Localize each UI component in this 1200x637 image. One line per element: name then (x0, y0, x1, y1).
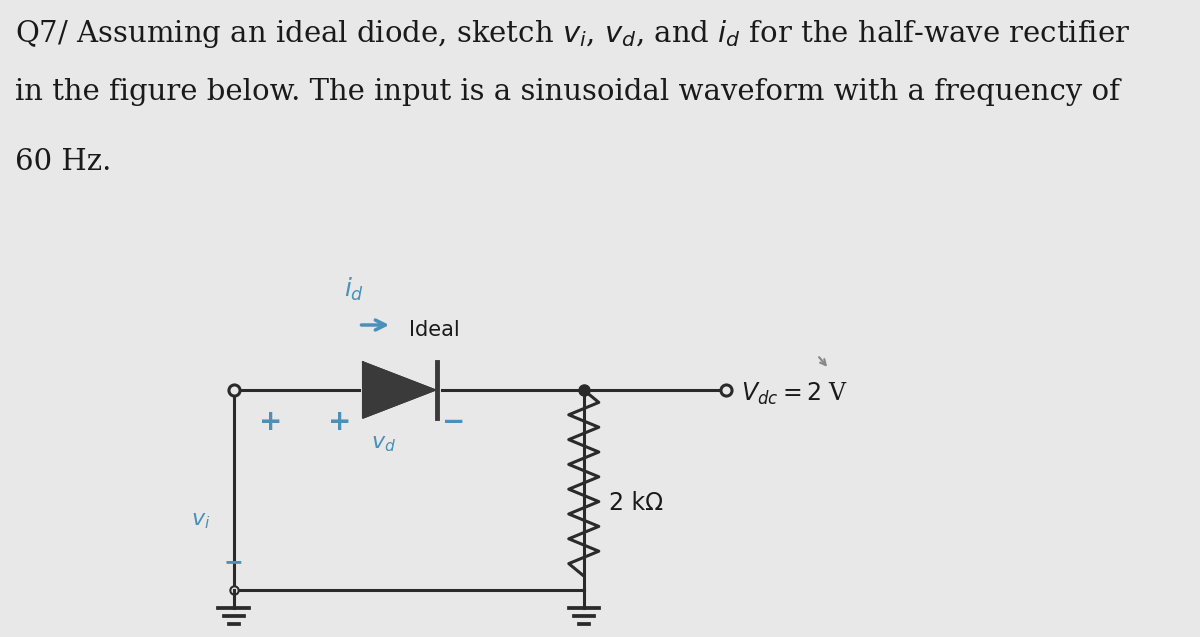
Text: Q7/ Assuming an ideal diode, sketch $v_i$, $v_d$, and $i_d$ for the half-wave re: Q7/ Assuming an ideal diode, sketch $v_i… (16, 18, 1130, 50)
Text: $v_d$: $v_d$ (371, 432, 396, 454)
Polygon shape (362, 362, 436, 418)
Text: −: − (442, 408, 466, 436)
Text: 2 kΩ: 2 kΩ (608, 491, 662, 515)
Text: Ideal: Ideal (409, 320, 460, 340)
Text: $v_i$: $v_i$ (191, 509, 210, 531)
Text: 60 Hz.: 60 Hz. (16, 148, 112, 176)
Text: −: − (223, 550, 244, 574)
Text: $i_d$: $i_d$ (344, 276, 365, 303)
Text: $V_{dc} = 2$ V: $V_{dc} = 2$ V (740, 381, 848, 407)
Text: +: + (259, 408, 283, 436)
Text: +: + (328, 408, 352, 436)
Text: in the figure below. The input is a sinusoidal waveform with a frequency of: in the figure below. The input is a sinu… (16, 78, 1120, 106)
